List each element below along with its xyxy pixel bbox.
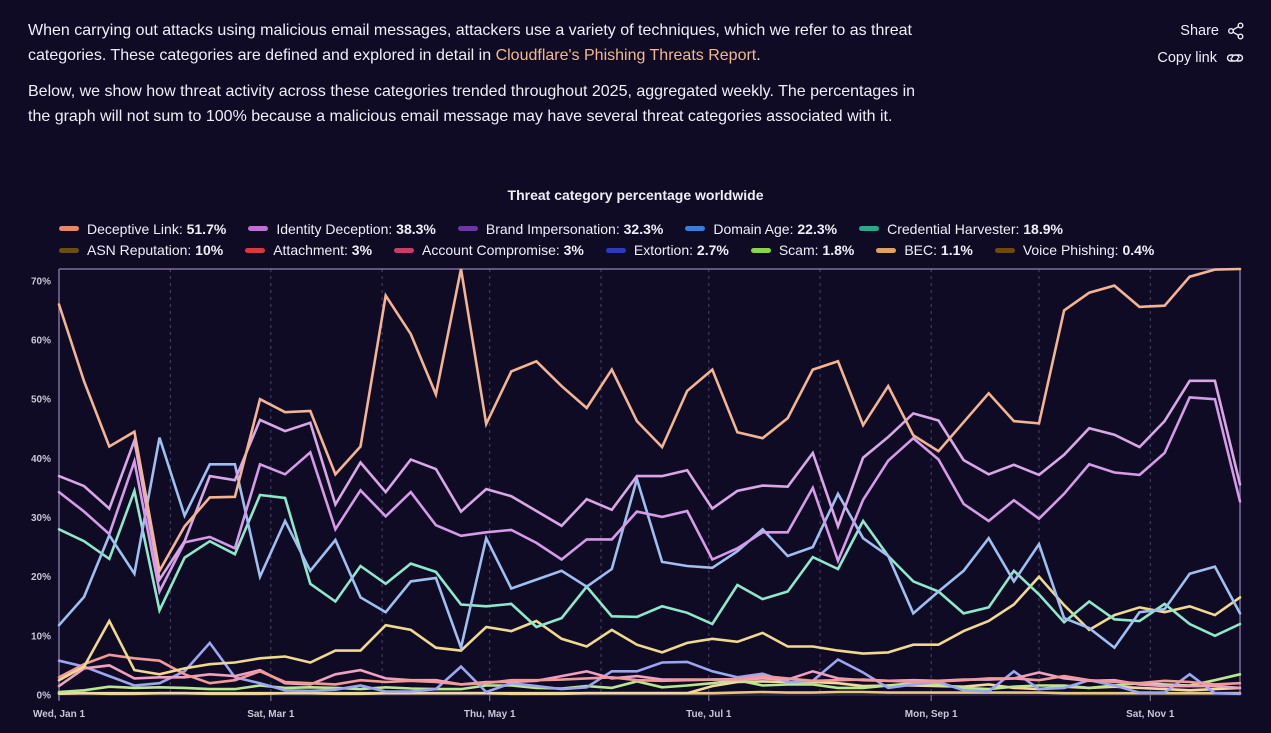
legend-swatch (59, 247, 79, 253)
legend-item-identity-deception[interactable]: Identity Deception: 38.3% (248, 221, 436, 237)
legend-value: 1.8% (822, 242, 855, 259)
series-line-scam (57, 672, 1242, 694)
x-tick-label: Thu, May 1 (464, 709, 516, 720)
y-tick-label: 50% (31, 395, 51, 406)
chart-legend: Deceptive Link: 51.7% Identity Deception:… (59, 218, 1209, 261)
y-tick-label: 70% (31, 276, 51, 287)
legend-item-account-compromise[interactable]: Account Compromise: 3% (394, 242, 584, 258)
legend-item-domain-age[interactable]: Domain Age: 22.3% (685, 221, 837, 237)
legend-item-extortion[interactable]: Extortion: 2.7% (605, 242, 729, 259)
legend-swatch (394, 247, 415, 253)
legend-label: Extortion: 2.7% (633, 242, 729, 259)
legend-item-voice-phishing[interactable]: Voice Phishing: 0.4% (994, 242, 1155, 259)
legend-value: 51.7% (186, 220, 227, 237)
series-line-asn-reputation (57, 574, 1242, 682)
intro-paragraph-2: Below, we show how threat activity acros… (28, 83, 916, 125)
legend-label: Brand Impersonation: 32.3% (485, 220, 664, 237)
legend-swatch (245, 247, 266, 253)
legend-label: Credential Harvester: 18.9% (887, 220, 1063, 237)
legend-value: 0.4% (1122, 242, 1155, 259)
copy-link-button[interactable]: Copy link (1157, 44, 1245, 71)
legend-swatch (457, 226, 478, 232)
phishing-report-link[interactable]: Cloudflare's Phishing Threats Report (495, 46, 757, 64)
series-line-domain-age (57, 437, 1242, 653)
x-tick-label: Sat, Mar 1 (247, 709, 295, 720)
copy-link-label: Copy link (1157, 49, 1217, 66)
series-line-extortion (57, 640, 1242, 696)
share-icon (1228, 22, 1244, 39)
x-tick-label: Mon, Sep 1 (905, 709, 958, 720)
series-line-credential-harvester (57, 486, 1242, 638)
legend-swatch (876, 247, 897, 253)
legend-value: 18.9% (1023, 220, 1063, 237)
y-tick-label: 60% (31, 336, 51, 347)
legend-swatch (994, 247, 1015, 253)
series-line-brand-impersonation (57, 396, 1242, 596)
x-tick-label: Sat, Nov 1 (1126, 709, 1175, 720)
legend-value: 22.3% (797, 220, 838, 237)
legend-value: 3% (351, 242, 373, 259)
legend-label: ASN Reputation: 10% (87, 242, 224, 259)
intro-paragraph-1-end: . (756, 46, 761, 64)
y-axis-ticks: 0% 10% 20% 30% 40% 50% 60% 70% (31, 276, 51, 701)
legend-item-brand-impersonation[interactable]: Brand Impersonation: 32.3% (457, 220, 664, 237)
series-line-account-compromise (57, 664, 1242, 690)
legend-item-bec[interactable]: BEC: 1.1% (876, 242, 973, 258)
x-tick-label: Wed, Jan 1 (33, 709, 85, 720)
legend-label: Deceptive Link: 51.7% (87, 220, 227, 237)
legend-row: ASN Reputation: 10% Attachment: 3% Account… (59, 240, 1209, 262)
y-tick-label: 40% (31, 454, 51, 465)
legend-value: 10% (195, 242, 224, 259)
legend-label: Attachment: 3% (273, 242, 373, 259)
legend-item-scam[interactable]: Scam: 1.8% (750, 242, 855, 259)
chart-title: Threat category percentage worldwide (507, 187, 764, 203)
intro-paragraph-1-text: When carrying out attacks using maliciou… (28, 22, 912, 64)
x-tick-label: Tue, Jul 1 (686, 709, 732, 720)
legend-value: 1.1% (940, 242, 973, 259)
y-tick-label: 0% (37, 691, 52, 702)
legend-swatch (859, 226, 880, 232)
legend-value: 38.3% (396, 220, 436, 237)
actions: Share Copy link (1157, 17, 1245, 71)
legend-swatch (59, 226, 79, 232)
legend-swatch (248, 226, 269, 232)
y-tick-label: 20% (31, 572, 51, 583)
axes (58, 268, 1241, 700)
legend-swatch (750, 247, 771, 253)
gridlines (169, 269, 1151, 695)
y-tick-label: 10% (31, 631, 51, 642)
legend-swatch (605, 247, 626, 253)
legend-label: BEC: 1.1% (904, 242, 973, 259)
series-line-deceptive-link (57, 267, 1242, 575)
series-line-identity-deception (57, 379, 1242, 584)
series-lines (57, 267, 1242, 696)
legend-item-asn-reputation[interactable]: ASN Reputation: 10% (59, 242, 223, 258)
series-line-attachment (57, 653, 1242, 686)
legend-label: Voice Phishing: 0.4% (1022, 242, 1155, 259)
legend-row: Deceptive Link: 51.7% Identity Deception:… (59, 218, 1209, 240)
legend-swatch (685, 226, 706, 232)
y-tick-label: 30% (31, 513, 51, 524)
intro-text: When carrying out attacks using maliciou… (28, 19, 928, 141)
share-button[interactable]: Share (1157, 17, 1245, 44)
legend-label: Identity Deception: 38.3% (276, 220, 436, 237)
intro-paragraph-1: When carrying out attacks using maliciou… (28, 19, 928, 68)
legend-label: Account Compromise: 3% (422, 242, 584, 259)
legend-item-deceptive-link[interactable]: Deceptive Link: 51.7% (59, 221, 226, 237)
legend-value: 2.7% (696, 242, 729, 259)
x-axis-ticks: Wed, Jan 1 Sat, Mar 1 Thu, May 1 Tue, Jul 1… (33, 695, 1175, 720)
legend-item-credential-harvester[interactable]: Credential Harvester: 18.9% (859, 221, 1063, 237)
legend-item-attachment[interactable]: Attachment: 3% (245, 242, 372, 258)
legend-label: Scam: 1.8% (778, 242, 855, 259)
share-label: Share (1180, 22, 1219, 39)
legend-label: Domain Age: 22.3% (713, 220, 838, 237)
legend-value: 32.3% (623, 220, 664, 237)
link-icon (1226, 53, 1244, 62)
legend-value: 3% (563, 242, 584, 259)
